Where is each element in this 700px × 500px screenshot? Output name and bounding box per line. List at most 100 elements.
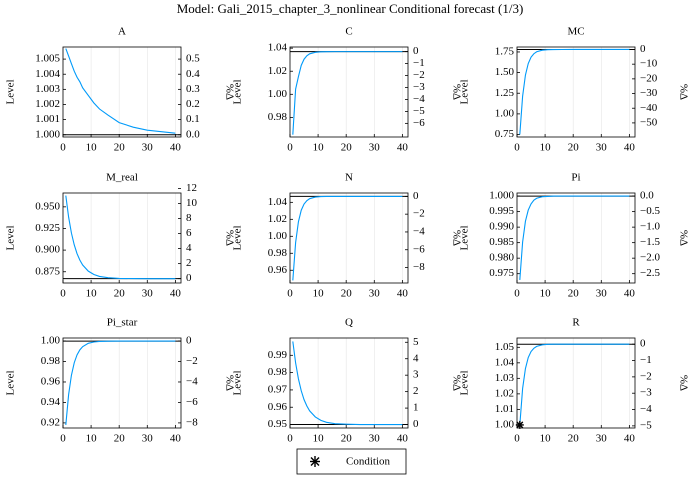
panel-title: C	[345, 26, 352, 38]
y-tick-label: 1.75	[495, 45, 515, 57]
x-tick-label: 40	[397, 142, 409, 154]
panel-title: MC	[567, 26, 584, 38]
y2-axis-label: %Δ	[677, 230, 689, 246]
panel-title: N	[345, 172, 353, 184]
y2-axis-label: %Δ	[450, 84, 462, 100]
y2-tick-label: −5	[640, 419, 652, 431]
x-tick-label: 30	[369, 142, 381, 154]
y2-tick-label: −20	[640, 72, 658, 84]
y-tick-label: 0.98	[41, 355, 61, 367]
legend-label: Condition	[346, 456, 391, 468]
y2-tick-label: 5	[413, 336, 419, 348]
y2-tick-label: −8	[413, 261, 425, 273]
x-tick-label: 30	[596, 433, 608, 445]
series-line	[519, 195, 630, 280]
series-line	[292, 341, 403, 426]
x-tick-label: 30	[142, 288, 154, 300]
y2-tick-label: 0.2	[186, 98, 200, 110]
plot-frame	[289, 192, 409, 284]
y-tick-label: 1.25	[495, 87, 515, 99]
y-tick-label: 1.02	[268, 213, 287, 225]
y-axis-label: Level	[459, 370, 471, 395]
y-tick-label: 1.03	[495, 372, 515, 384]
y2-axis-label: %Δ	[223, 375, 235, 391]
y-tick-label: 1.02	[495, 387, 514, 399]
y-tick-label: 0.925	[35, 222, 60, 234]
x-tick-label: 0	[287, 433, 293, 445]
y2-tick-label: −40	[640, 102, 658, 114]
x-tick-label: 40	[624, 288, 636, 300]
x-tick-label: 40	[170, 288, 182, 300]
y-tick-label: 1.001	[35, 113, 60, 125]
x-tick-label: 30	[369, 433, 381, 445]
y2-tick-label: 0.0	[186, 128, 200, 140]
series-line	[65, 48, 176, 134]
x-tick-label: 0	[514, 433, 520, 445]
y2-tick-label: −30	[640, 87, 658, 99]
y-tick-label: 0.96	[268, 264, 288, 276]
x-tick-label: 40	[624, 433, 636, 445]
y2-tick-label: 1	[413, 402, 419, 414]
y-tick-label: 0.92	[41, 416, 60, 428]
y2-tick-label: −1	[413, 57, 425, 69]
y2-axis-label: %Δ	[223, 230, 235, 246]
y-tick-label: 1.003	[35, 83, 60, 95]
y2-tick-label: −10	[640, 58, 658, 70]
condition-marker	[515, 420, 524, 429]
y2-tick-label: 0.1	[186, 113, 200, 125]
x-tick-label: 10	[313, 142, 325, 154]
x-tick-label: 0	[287, 288, 293, 300]
y2-tick-label: 0	[413, 190, 419, 202]
y-tick-label: 0.95	[268, 418, 288, 430]
x-tick-label: 20	[114, 288, 126, 300]
x-tick-label: 20	[568, 433, 580, 445]
panel-title: Q	[345, 317, 353, 329]
series-line	[519, 343, 630, 425]
x-tick-label: 10	[86, 142, 98, 154]
panel-title: Pi	[571, 172, 580, 184]
y2-tick-label: −4	[413, 93, 425, 105]
y2-tick-label: 0	[640, 338, 646, 350]
y2-tick-label: 6	[186, 227, 192, 239]
y2-tick-label: 0	[640, 43, 646, 55]
y2-tick-label: 0.4	[186, 68, 200, 80]
y-tick-label: 0.975	[489, 267, 514, 279]
y-axis-label: Level	[459, 225, 471, 250]
y2-tick-label: 2	[186, 257, 192, 269]
y-axis-label: Level	[459, 79, 471, 104]
y2-tick-label: 0	[186, 272, 192, 284]
y2-tick-label: −6	[413, 243, 425, 255]
y-tick-label: 0.900	[35, 244, 60, 256]
x-tick-label: 20	[341, 288, 353, 300]
y-tick-label: 0.98	[268, 111, 288, 123]
y-tick-label: 1.00	[495, 107, 515, 119]
y-tick-label: 1.000	[489, 190, 514, 202]
y2-tick-label: 2	[413, 385, 419, 397]
y2-tick-label: −6	[186, 396, 198, 408]
x-tick-label: 0	[287, 142, 293, 154]
y2-tick-label: −1	[640, 354, 652, 366]
series-line	[65, 195, 176, 280]
x-tick-label: 20	[114, 433, 126, 445]
y-tick-label: 0.980	[489, 252, 514, 264]
y2-tick-label: −3	[413, 81, 425, 93]
y2-tick-label: 10	[186, 197, 198, 209]
x-tick-label: 30	[596, 288, 608, 300]
y2-tick-label: −6	[413, 117, 425, 129]
x-tick-label: 40	[170, 433, 182, 445]
series-line	[292, 195, 403, 281]
x-tick-label: 40	[397, 288, 409, 300]
y2-tick-label: 0	[413, 418, 419, 430]
x-tick-label: 30	[596, 142, 608, 154]
y-tick-label: 0.995	[489, 205, 514, 217]
x-tick-label: 10	[86, 433, 98, 445]
series-line	[519, 48, 630, 135]
y2-tick-label: −4	[186, 376, 198, 388]
y2-axis-label: %Δ	[450, 375, 462, 391]
y-tick-label: 1.004	[35, 68, 60, 80]
y-tick-label: 1.01	[495, 403, 514, 415]
y2-tick-label: 0.5	[186, 53, 200, 65]
x-tick-label: 40	[624, 142, 636, 154]
y-tick-label: 1.00	[268, 230, 288, 242]
y-tick-label: 1.04	[268, 42, 288, 54]
